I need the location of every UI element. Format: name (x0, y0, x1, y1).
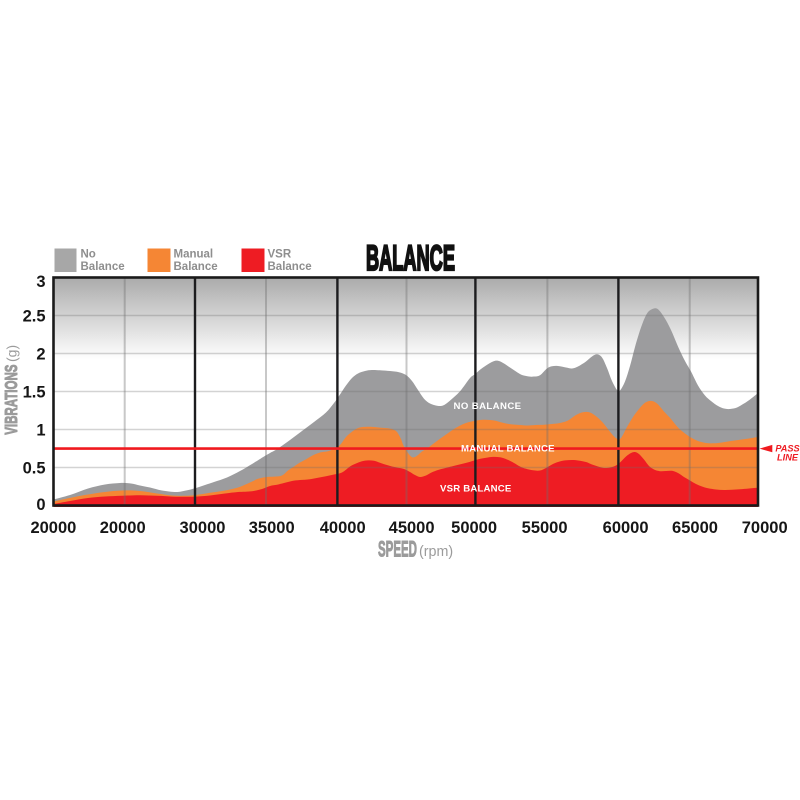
svg-text:65000: 65000 (672, 519, 718, 537)
svg-text:No: No (81, 249, 96, 261)
svg-text:0: 0 (36, 496, 45, 514)
svg-text:0.5: 0.5 (23, 460, 46, 478)
svg-text:2.5: 2.5 (23, 308, 46, 326)
svg-text:2: 2 (36, 346, 45, 364)
svg-text:20000: 20000 (100, 519, 146, 537)
svg-text:70000: 70000 (742, 519, 788, 537)
svg-text:55000: 55000 (522, 519, 568, 537)
svg-text:PASS: PASS (775, 444, 800, 454)
svg-text:Manual: Manual (174, 249, 214, 261)
svg-text:NO BALANCE: NO BALANCE (454, 401, 522, 412)
svg-text:1: 1 (36, 422, 45, 440)
svg-text:VSR BALANCE: VSR BALANCE (440, 483, 512, 494)
svg-text:MANUAL BALANCE: MANUAL BALANCE (461, 443, 555, 454)
svg-text:VIBRATIONS: VIBRATIONS (3, 364, 22, 434)
svg-text:(rpm): (rpm) (419, 544, 453, 560)
svg-text:45000: 45000 (389, 519, 435, 537)
svg-text:30000: 30000 (180, 519, 226, 537)
svg-text:Balance: Balance (81, 261, 125, 273)
svg-text:(g): (g) (4, 345, 20, 362)
svg-text:35000: 35000 (249, 519, 295, 537)
svg-text:40000: 40000 (320, 519, 366, 537)
svg-text:VSR: VSR (268, 249, 292, 261)
svg-text:SPEED: SPEED (378, 536, 417, 561)
svg-text:Balance: Balance (268, 261, 312, 273)
svg-text:1.5: 1.5 (23, 384, 46, 402)
svg-text:BALANCE: BALANCE (366, 239, 455, 278)
svg-text:20000: 20000 (30, 519, 76, 537)
svg-text:60000: 60000 (603, 519, 649, 537)
svg-text:LINE: LINE (777, 453, 799, 463)
svg-text:50000: 50000 (451, 519, 497, 537)
svg-text:Balance: Balance (174, 261, 218, 273)
svg-text:3: 3 (36, 273, 45, 291)
